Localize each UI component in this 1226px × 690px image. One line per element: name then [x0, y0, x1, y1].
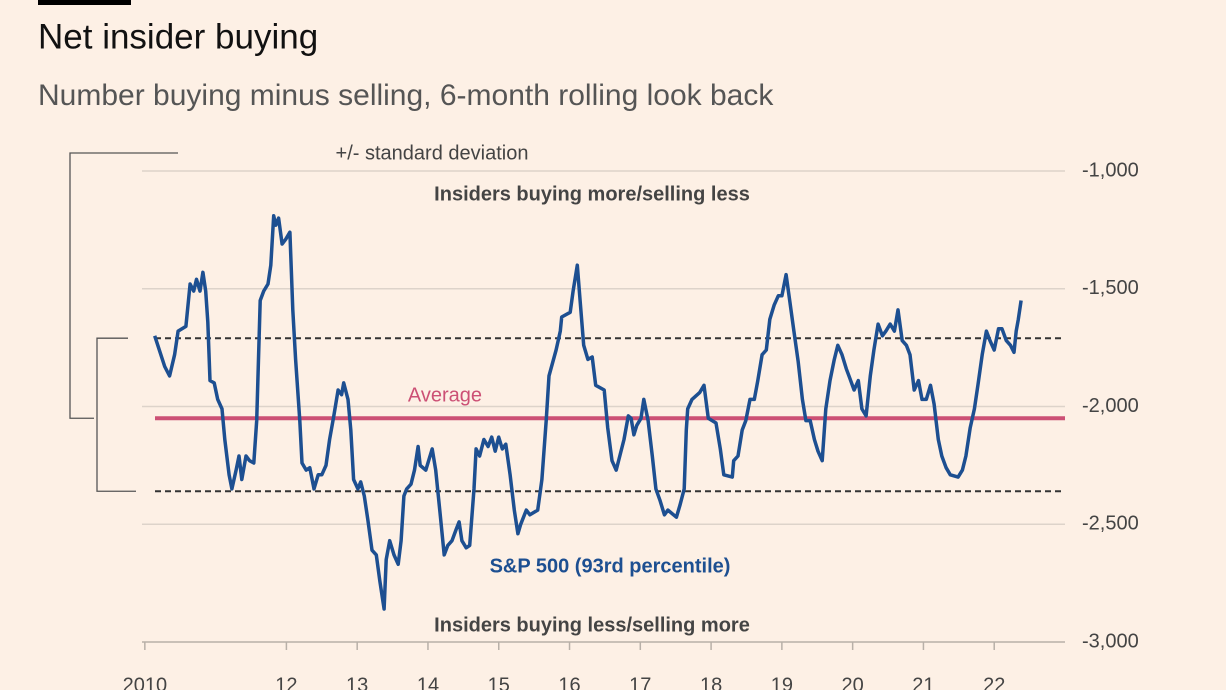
x-tick-label: 17: [629, 674, 651, 690]
x-tick-label: 2010: [123, 674, 168, 690]
x-tick-label: 22: [983, 674, 1005, 690]
y-tick-label: -2,000: [1082, 395, 1139, 417]
x-tick-label: 15: [488, 674, 510, 690]
brand-bar: [38, 0, 131, 5]
x-tick-label: 20: [842, 674, 864, 690]
series-label: S&P 500 (93rd percentile): [490, 555, 731, 577]
annotation: Insiders buying more/selling less: [434, 183, 750, 205]
x-tick-label: 16: [558, 674, 580, 690]
y-tick-label: -3,000: [1082, 630, 1139, 652]
x-tick-label: 19: [771, 674, 793, 690]
chart-title: Net insider buying: [38, 17, 318, 56]
chart-subtitle: Number buying minus selling, 6-month rol…: [38, 79, 774, 112]
annotation: Insiders buying less/selling more: [434, 614, 750, 636]
x-tick-label: 18: [700, 674, 722, 690]
y-tick-label: -2,500: [1082, 513, 1139, 535]
x-tick-label: 12: [275, 674, 297, 690]
y-tick-label: -1,000: [1082, 159, 1139, 181]
x-tick-label: 21: [912, 674, 934, 690]
annotation: +/- standard deviation: [336, 142, 529, 164]
x-tick-label: 14: [417, 674, 439, 690]
bracket: [96, 337, 136, 492]
x-tick-label: 13: [346, 674, 368, 690]
y-tick-label: -1,500: [1082, 277, 1139, 299]
series-line: [153, 213, 1023, 611]
bracket: [69, 152, 178, 419]
average-label: Average: [408, 385, 482, 407]
